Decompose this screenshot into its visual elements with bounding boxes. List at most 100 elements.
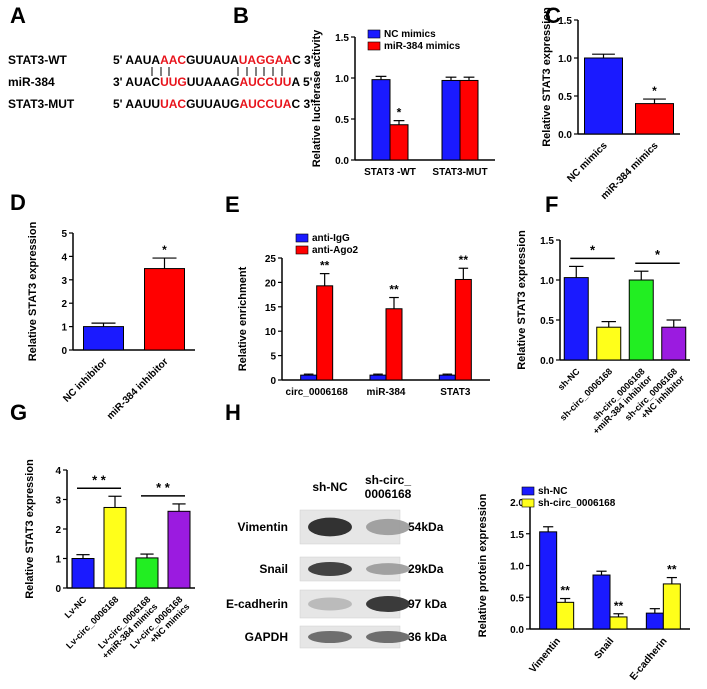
bar — [389, 124, 409, 161]
sequence-segment: A — [291, 75, 300, 89]
blot-band — [308, 630, 352, 644]
x-tick-label-line: Snail — [593, 636, 617, 662]
y-axis-label: Relative STAT3 expression — [516, 230, 528, 370]
significance-mark: * — [655, 247, 661, 262]
blot-band — [308, 517, 352, 537]
y-tick-label: 20 — [265, 278, 277, 289]
sequence-segment: AAC — [160, 53, 186, 67]
bar — [144, 268, 185, 351]
sequence-segment: UUAAAG — [187, 75, 240, 89]
chart-C: 0.0 0.5 1.0 1.5 Relative STAT3 expression NC … — [541, 7, 680, 202]
y-axis-label: Relative STAT3 expression — [541, 7, 553, 147]
bar — [369, 374, 387, 381]
sequence-text: 5' AAUUUACGUUAUGAUCCUAC 3' — [113, 97, 313, 111]
significance-mark: * — [397, 106, 402, 120]
sequence-segment: 3' — [300, 97, 313, 111]
y-tick-label: 0.5 — [540, 316, 554, 327]
blot-column-label: sh-circ_ — [365, 473, 411, 487]
y-tick-label: 1.0 — [540, 276, 554, 287]
sequence-segment: AUCCUU — [239, 75, 291, 89]
legend-label: anti-Ago2 — [312, 245, 359, 256]
blot-band — [366, 563, 410, 575]
x-tick-label-line: Vimentin — [528, 636, 563, 675]
bar — [371, 79, 391, 161]
legend-swatch — [295, 245, 309, 255]
significance-mark: * * — [92, 472, 107, 487]
blot-protein-label: E-cadherin — [226, 597, 288, 611]
sequence-segment: UUG — [160, 75, 187, 89]
x-tick-label: NC mimics — [565, 140, 610, 185]
legend-swatch — [367, 41, 381, 51]
bar — [662, 583, 681, 630]
y-tick-label: 1.5 — [558, 16, 572, 27]
significance-mark: ** — [614, 599, 624, 613]
blot-column-label: 0006168 — [365, 487, 412, 501]
bar — [300, 374, 318, 381]
y-tick-label: 1.0 — [558, 54, 572, 65]
bar — [167, 510, 191, 589]
y-tick-label: 0 — [270, 376, 276, 387]
panel-a-sequences: STAT3-WT 5' AAUAAACGUUAUAUAGGAAC 3'miR-38… — [8, 53, 314, 111]
y-tick-label: 0 — [55, 584, 61, 595]
blot-band — [308, 597, 352, 611]
y-tick-label: 1 — [55, 555, 61, 566]
sequence-segment: 5' — [113, 53, 125, 67]
y-axis-label: Relative STAT3 expression — [24, 459, 36, 599]
western-blot: sh-NC sh-circ_0006168 Vimentin 54kDa Snail 29… — [226, 473, 447, 649]
panel-label-F: F — [545, 192, 558, 217]
significance-mark: * * — [156, 480, 171, 495]
bar — [83, 326, 124, 351]
y-tick-label: 0.5 — [510, 593, 524, 604]
bar — [556, 601, 575, 630]
y-tick-label: 5 — [61, 229, 67, 240]
panel-label-C: C — [545, 3, 561, 28]
blot-band — [308, 562, 352, 576]
bar — [539, 531, 558, 630]
x-tick-label: STAT3-MUT — [432, 167, 487, 178]
bar — [584, 57, 623, 135]
bar — [316, 285, 334, 381]
y-tick-label: 1.0 — [335, 74, 349, 85]
chart-B: 0.0 0.5 1.0 1.5 Relative luciferase activity… — [311, 29, 495, 178]
x-tick-label: Lv-NC — [63, 594, 89, 620]
x-tick-label: Snail — [593, 636, 617, 662]
legend-label: sh-circ_0006168 — [538, 498, 616, 509]
x-tick-label: miR-384 — [367, 387, 406, 398]
panel-label-B: B — [233, 3, 249, 28]
significance-mark: * — [162, 243, 167, 257]
y-tick-label: 2.0 — [510, 498, 524, 509]
sequence-segment: AUAC — [125, 75, 160, 89]
panel-label-G: G — [10, 400, 27, 425]
sequence-text: 3' AUACUUGUUAAAGAUCCUUA 5' — [113, 75, 313, 89]
legend-label: anti-IgG — [312, 233, 350, 244]
significance-mark: ** — [389, 283, 399, 297]
significance-mark: ** — [560, 584, 570, 598]
x-tick-label: miR-384 inhibitor — [105, 356, 171, 422]
sequence-segment: AAUU — [125, 97, 160, 111]
x-tick-label: circ_0006168 — [286, 387, 349, 398]
legend-swatch — [367, 29, 381, 39]
x-tick-label-line: miR-384 inhibitor — [105, 356, 171, 422]
blot-size-label: 54kDa — [408, 520, 444, 534]
sequence-name: STAT3-MUT — [8, 97, 75, 111]
sequence-name: miR-384 — [8, 75, 55, 89]
legend-label: miR-384 mimics — [384, 41, 461, 52]
x-tick-label-line: NC inhibitor — [61, 356, 109, 404]
significance-mark: ** — [459, 253, 469, 267]
bar — [645, 612, 664, 630]
bar — [103, 506, 127, 589]
x-tick-label: NC inhibitor — [61, 356, 109, 404]
significance-mark: * — [590, 242, 596, 257]
sequence-segment: UAC — [160, 97, 186, 111]
chart-D: 0 1 2 3 4 5 Relative STAT3 expression NC inhibi… — [27, 221, 195, 422]
y-tick-label: 25 — [265, 254, 277, 265]
y-tick-label: 0.0 — [335, 156, 349, 167]
bar — [635, 103, 674, 135]
bar — [628, 279, 654, 361]
sequence-name: STAT3-WT — [8, 53, 68, 67]
y-axis-label: Relative enrichment — [237, 266, 249, 371]
y-tick-label: 0.0 — [558, 130, 572, 141]
bar — [592, 574, 611, 630]
bar — [385, 308, 403, 381]
x-tick-label: Vimentin — [528, 636, 563, 675]
